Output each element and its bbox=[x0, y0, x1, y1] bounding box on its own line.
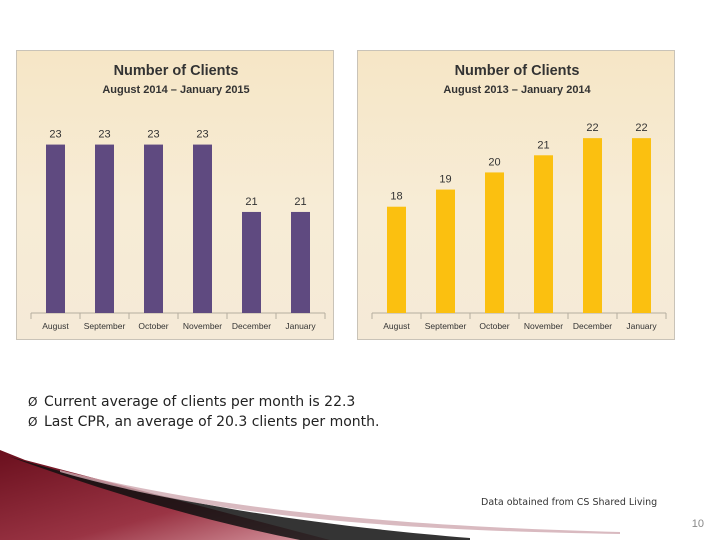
arrow-bullet-icon: Ø bbox=[28, 415, 38, 429]
bar-january bbox=[632, 138, 651, 313]
chart-panel-2014: Number of Clients August 2014 – January 2… bbox=[16, 50, 334, 340]
bar-december bbox=[242, 211, 261, 313]
bar-value-label: 23 bbox=[147, 129, 159, 141]
bar-value-label: 18 bbox=[390, 191, 402, 203]
x-tick-label: January bbox=[285, 321, 316, 331]
x-tick-label: October bbox=[138, 321, 168, 331]
bar-january bbox=[291, 211, 310, 313]
x-tick-label: November bbox=[183, 321, 222, 331]
chart-panel-2013: Number of Clients August 2013 – January 2… bbox=[357, 50, 675, 340]
chart-title: Number of Clients bbox=[455, 63, 580, 79]
x-tick-label: December bbox=[573, 321, 612, 331]
summary-bullets: Ø Current average of clients per month is… bbox=[28, 392, 379, 432]
bar-value-label: 23 bbox=[49, 129, 61, 141]
bar-november bbox=[193, 144, 212, 313]
bar-value-label: 22 bbox=[635, 122, 647, 134]
x-tick-label: September bbox=[84, 321, 126, 331]
chart-subtitle: August 2013 – January 2014 bbox=[443, 84, 591, 96]
bar-november bbox=[534, 155, 553, 313]
bar-value-label: 20 bbox=[488, 156, 500, 168]
source-note: Data obtained from CS Shared Living bbox=[481, 497, 658, 508]
bar-september bbox=[95, 144, 114, 313]
page-number: 10 bbox=[691, 518, 704, 530]
bar-value-label: 23 bbox=[196, 129, 208, 141]
bar-october bbox=[485, 172, 504, 313]
x-tick-label: December bbox=[232, 321, 271, 331]
bar-september bbox=[436, 189, 455, 313]
bullet-text: Last CPR, an average of 20.3 clients per… bbox=[44, 414, 380, 430]
swoosh-stroke bbox=[8, 456, 470, 540]
bullet-text: Current average of clients per month is … bbox=[44, 394, 356, 410]
bar-august bbox=[387, 206, 406, 313]
x-tick-label: October bbox=[479, 321, 509, 331]
bar-value-label: 21 bbox=[245, 196, 257, 208]
bar-value-label: 21 bbox=[294, 196, 306, 208]
bullet-item: Ø Last CPR, an average of 20.3 clients pe… bbox=[28, 412, 379, 432]
bullet-item: Ø Current average of clients per month is… bbox=[28, 392, 379, 412]
chart-title: Number of Clients bbox=[114, 63, 239, 79]
bar-value-label: 19 bbox=[439, 174, 451, 186]
x-tick-label: November bbox=[524, 321, 563, 331]
bar-chart-2013: Number of Clients August 2013 – January 2… bbox=[371, 63, 667, 331]
bar-value-label: 23 bbox=[98, 129, 110, 141]
swoosh-shape bbox=[0, 450, 330, 540]
x-tick-label: September bbox=[425, 321, 467, 331]
bar-value-label: 22 bbox=[586, 122, 598, 134]
bar-chart-2014: Number of Clients August 2014 – January 2… bbox=[30, 63, 326, 331]
bar-august bbox=[46, 144, 65, 313]
footer-swoosh-decoration bbox=[0, 450, 620, 540]
bar-december bbox=[583, 138, 602, 313]
chart-subtitle: August 2014 – January 2015 bbox=[102, 84, 249, 96]
x-tick-label: August bbox=[42, 321, 69, 331]
bar-october bbox=[144, 144, 163, 313]
arrow-bullet-icon: Ø bbox=[28, 395, 38, 409]
x-tick-label: January bbox=[626, 321, 657, 331]
x-tick-label: August bbox=[383, 321, 410, 331]
bar-value-label: 21 bbox=[537, 139, 549, 151]
